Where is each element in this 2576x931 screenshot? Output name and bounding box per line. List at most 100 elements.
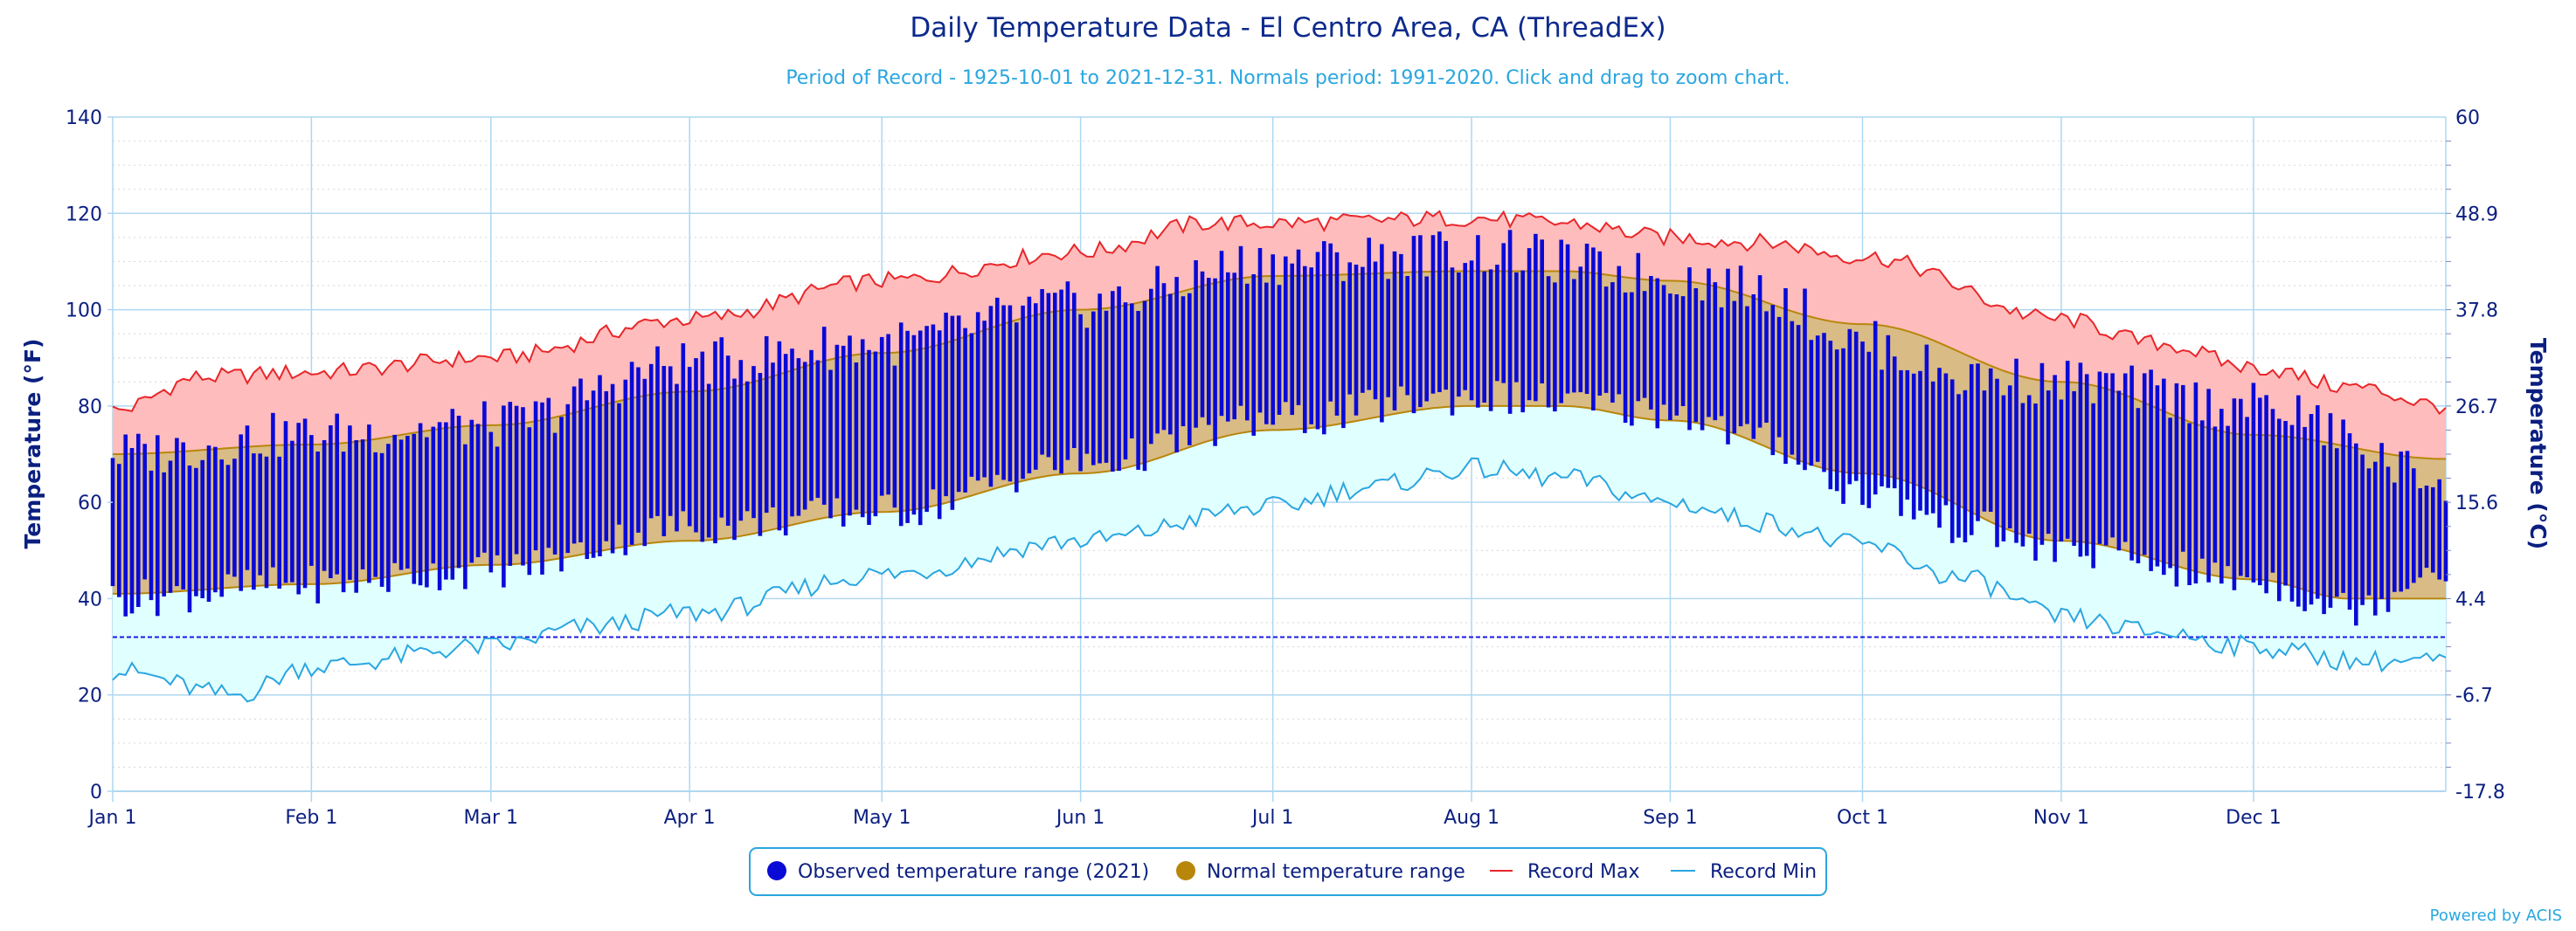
observed-bar[interactable] xyxy=(1623,292,1628,424)
observed-bar[interactable] xyxy=(738,360,744,521)
observed-bar[interactable] xyxy=(1905,369,1910,500)
observed-bar[interactable] xyxy=(790,348,794,517)
observed-bar[interactable] xyxy=(860,339,865,518)
observed-bar[interactable] xyxy=(405,436,410,569)
observed-bar[interactable] xyxy=(258,453,262,576)
observed-bar[interactable] xyxy=(1674,294,1679,416)
observed-bar[interactable] xyxy=(1655,278,1660,429)
observed-bar[interactable] xyxy=(1501,243,1506,383)
observed-bar[interactable] xyxy=(1142,300,1147,472)
observed-bar[interactable] xyxy=(1130,303,1134,438)
legend-item-record-min[interactable]: Record Min xyxy=(1671,861,1817,883)
observed-bar[interactable] xyxy=(162,472,166,597)
observed-bar[interactable] xyxy=(1303,266,1307,433)
observed-bar[interactable] xyxy=(1188,293,1192,445)
observed-bar[interactable] xyxy=(924,326,929,513)
observed-bar[interactable] xyxy=(2046,390,2051,534)
observed-bar[interactable] xyxy=(2431,486,2435,573)
observed-bar[interactable] xyxy=(1963,390,1968,542)
observed-bar[interactable] xyxy=(1866,351,1872,508)
observed-bar[interactable] xyxy=(988,306,994,487)
observed-bar[interactable] xyxy=(283,421,288,583)
observed-bar[interactable] xyxy=(1572,279,1576,393)
observed-bar[interactable] xyxy=(1713,282,1718,421)
observed-bar[interactable] xyxy=(252,453,256,590)
observed-bar[interactable] xyxy=(1534,233,1538,402)
observed-bar[interactable] xyxy=(232,459,237,577)
observed-bar[interactable] xyxy=(2122,373,2128,542)
observed-bar[interactable] xyxy=(1783,288,1788,465)
observed-bar[interactable] xyxy=(2289,424,2295,602)
observed-bar[interactable] xyxy=(2322,445,2326,615)
observed-bar[interactable] xyxy=(552,432,557,555)
observed-bar[interactable] xyxy=(1828,341,1833,490)
observed-bar[interactable] xyxy=(841,345,846,527)
observed-bar[interactable] xyxy=(1290,263,1294,416)
observed-bar[interactable] xyxy=(296,423,301,595)
observed-bar[interactable] xyxy=(1770,305,1776,456)
observed-bar[interactable] xyxy=(2187,423,2192,586)
observed-bar[interactable] xyxy=(700,351,705,542)
observed-bar[interactable] xyxy=(213,446,218,593)
observed-bar[interactable] xyxy=(578,378,583,543)
observed-bar[interactable] xyxy=(2392,482,2397,592)
observed-bar[interactable] xyxy=(546,397,551,548)
observed-bar[interactable] xyxy=(1559,239,1563,403)
observed-bar[interactable] xyxy=(2347,433,2352,610)
observed-bar[interactable] xyxy=(1873,321,1878,495)
observed-bar[interactable] xyxy=(1661,285,1666,405)
observed-bar[interactable] xyxy=(322,440,327,571)
observed-bar[interactable] xyxy=(1707,268,1711,417)
observed-bar[interactable] xyxy=(1976,363,1980,521)
observed-bar[interactable] xyxy=(2162,378,2166,576)
observed-bar[interactable] xyxy=(1469,260,1474,401)
observed-bar[interactable] xyxy=(687,367,692,527)
observed-bar[interactable] xyxy=(2258,397,2262,586)
observed-bar[interactable] xyxy=(2072,390,2076,546)
observed-bar[interactable] xyxy=(2373,461,2378,616)
observed-bar[interactable] xyxy=(1924,344,1929,515)
observed-bar[interactable] xyxy=(623,379,628,555)
observed-bar[interactable] xyxy=(828,369,833,519)
observed-bar[interactable] xyxy=(1796,325,1801,465)
observed-bar[interactable] xyxy=(1943,373,1949,506)
observed-bar[interactable] xyxy=(1809,340,1814,466)
observed-bar[interactable] xyxy=(1937,368,1942,528)
observed-bar[interactable] xyxy=(854,362,859,510)
observed-bar[interactable] xyxy=(713,341,717,544)
observed-bar[interactable] xyxy=(2296,395,2301,607)
observed-bar[interactable] xyxy=(2219,409,2224,584)
observed-bar[interactable] xyxy=(1136,311,1140,470)
observed-bar[interactable] xyxy=(1245,283,1250,421)
observed-bar[interactable] xyxy=(783,354,788,536)
observed-bar[interactable] xyxy=(437,422,442,590)
observed-bar[interactable] xyxy=(1969,363,1974,535)
observed-bar[interactable] xyxy=(1610,282,1615,403)
observed-bar[interactable] xyxy=(1213,278,1217,446)
observed-bar[interactable] xyxy=(1354,265,1359,416)
observed-bar[interactable] xyxy=(1111,291,1115,472)
observed-bar[interactable] xyxy=(598,375,602,557)
observed-bar[interactable] xyxy=(2226,425,2230,567)
observed-bar[interactable] xyxy=(329,425,333,578)
observed-bar[interactable] xyxy=(617,403,621,525)
observed-bar[interactable] xyxy=(1226,272,1230,422)
observed-bar[interactable] xyxy=(1040,289,1044,455)
observed-bar[interactable] xyxy=(1507,230,1513,414)
observed-bar[interactable] xyxy=(2360,454,2365,605)
observed-bar[interactable] xyxy=(1161,283,1167,431)
observed-bar[interactable] xyxy=(1617,266,1622,395)
observed-bar[interactable] xyxy=(1200,271,1205,417)
observed-bar[interactable] xyxy=(1361,266,1365,393)
powered-by-credit[interactable]: Powered by ACIS xyxy=(2430,907,2562,925)
observed-bar[interactable] xyxy=(1880,369,1884,486)
observed-bar[interactable] xyxy=(341,452,346,593)
observed-bar[interactable] xyxy=(1424,276,1429,402)
observed-bar[interactable] xyxy=(1597,251,1603,396)
observed-bar[interactable] xyxy=(975,312,980,481)
observed-bar[interactable] xyxy=(386,444,391,592)
observed-bar[interactable] xyxy=(668,366,673,516)
observed-bar[interactable] xyxy=(502,405,506,588)
observed-bar[interactable] xyxy=(2129,365,2134,561)
observed-bar[interactable] xyxy=(2239,398,2243,576)
